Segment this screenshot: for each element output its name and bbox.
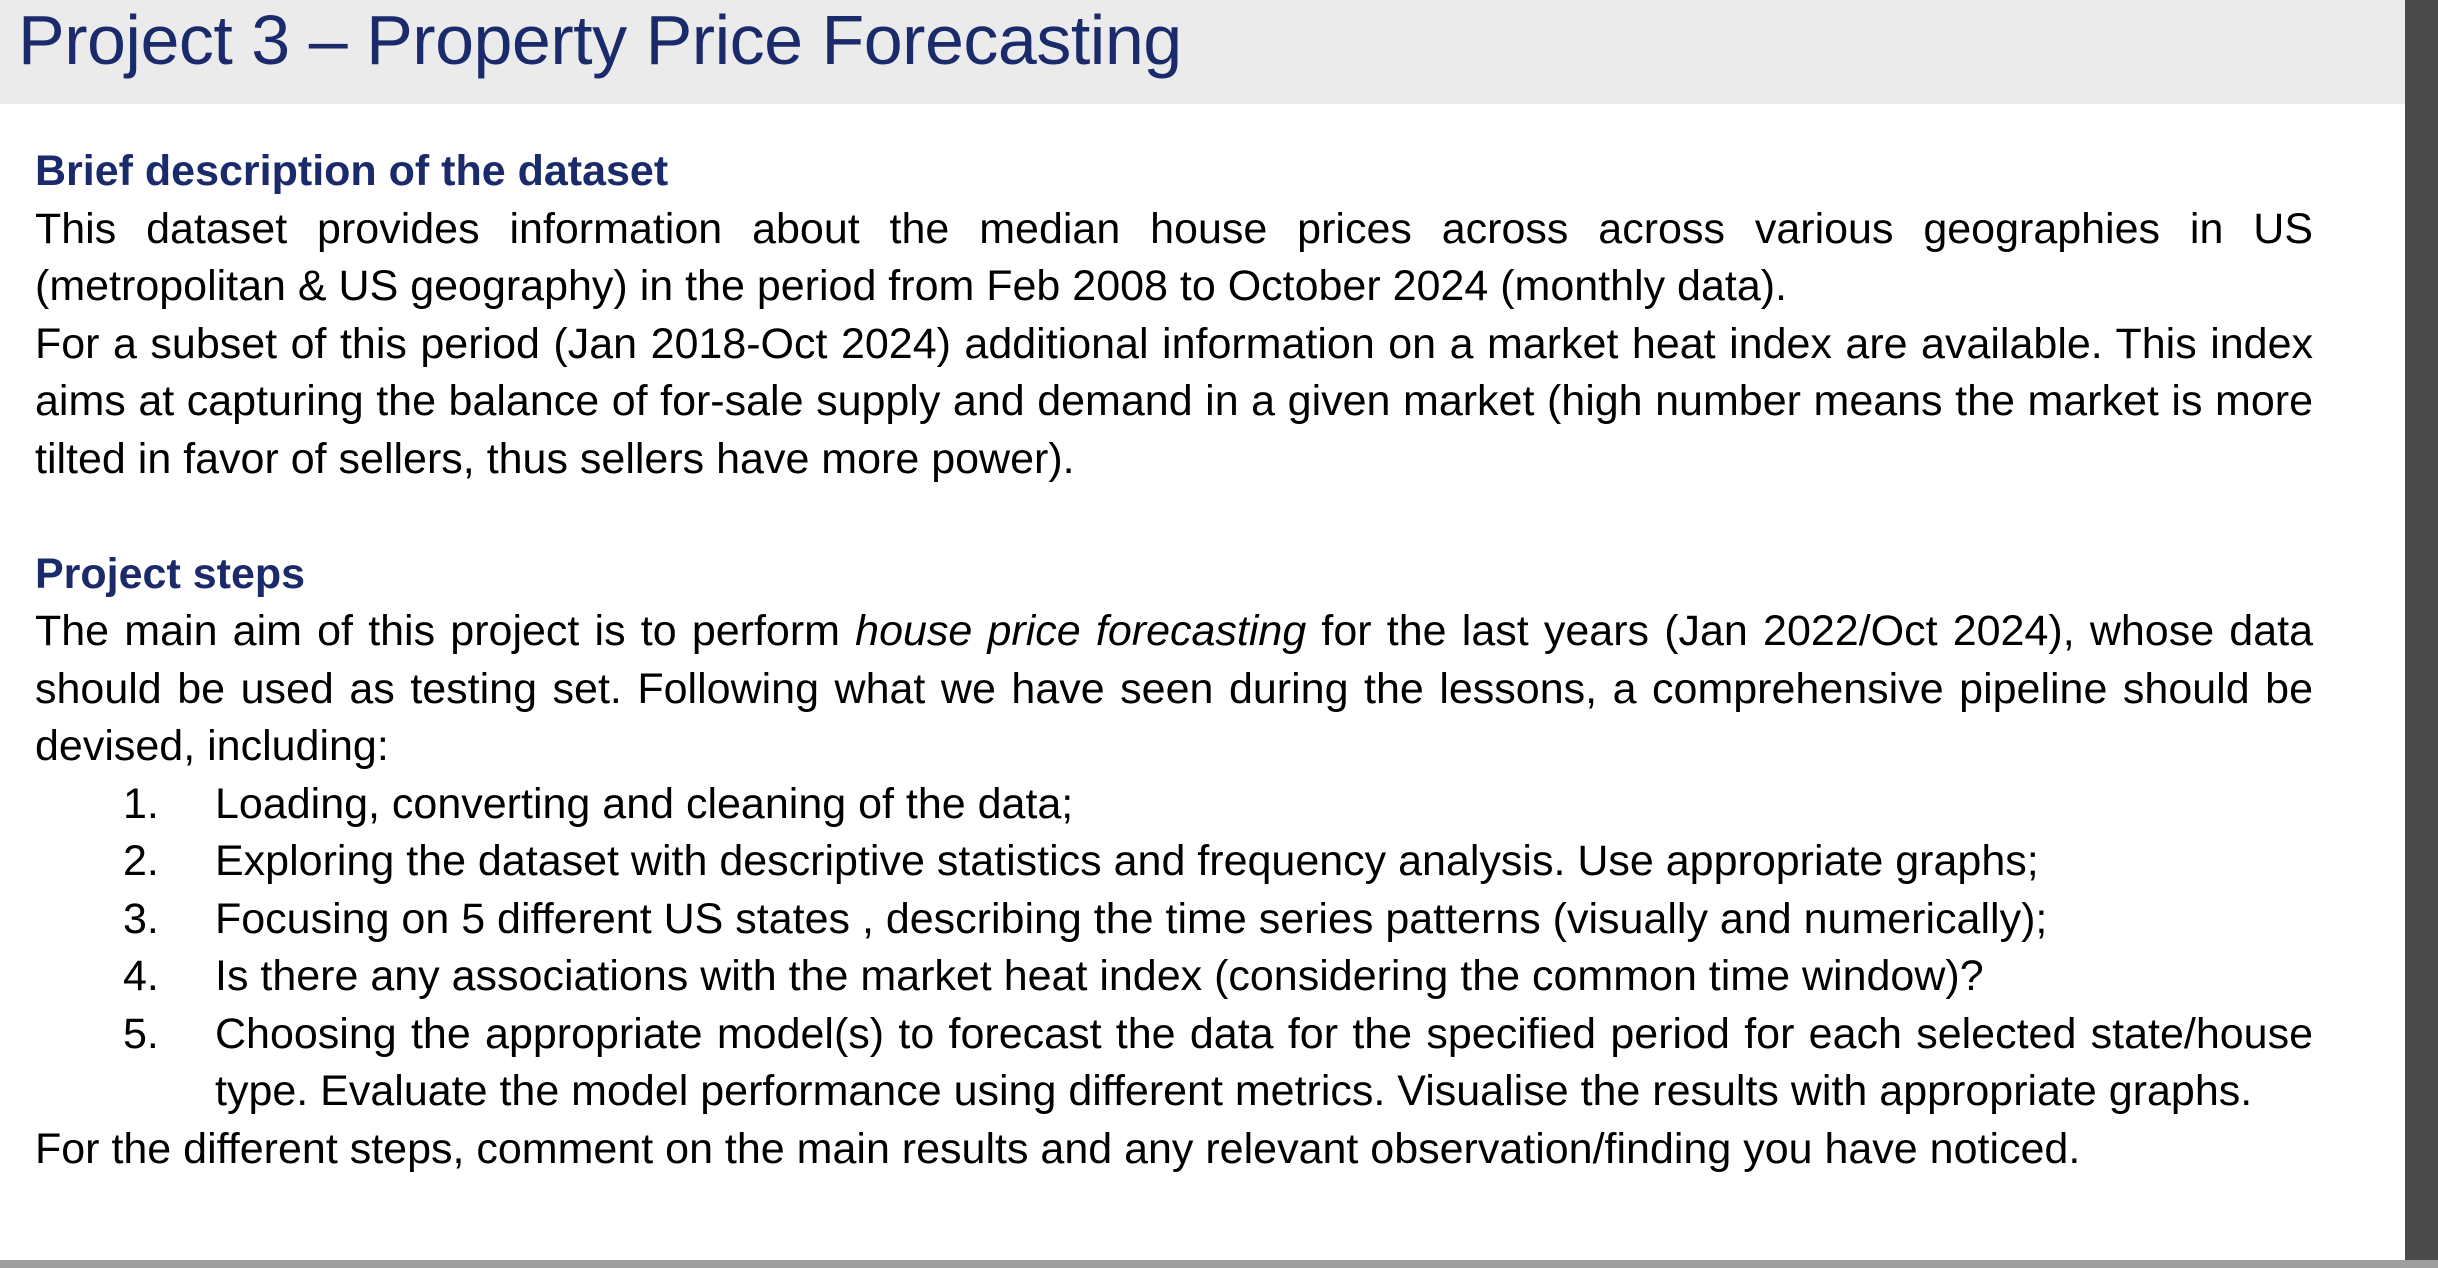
bottom-edge	[0, 1260, 2438, 1268]
steps-intro: The main aim of this project is to perfo…	[35, 603, 2313, 776]
steps-section: Project steps The main aim of this proje…	[35, 546, 2313, 1179]
steps-intro-emphasis: house price forecasting	[855, 607, 1307, 655]
steps-closing: For the different steps, comment on the …	[35, 1124, 2081, 1173]
step-text: Is there any associations with the marke…	[215, 952, 1984, 1000]
step-text: Choosing the appropriate model(s) to for…	[215, 1009, 2313, 1116]
list-item: 5. Choosing the appropriate model(s) to …	[35, 1006, 2313, 1121]
section-spacer	[35, 488, 2313, 546]
list-item: 3. Focusing on 5 different US states , d…	[35, 891, 2313, 949]
step-number: 1.	[123, 779, 159, 828]
step-number: 5.	[123, 1009, 159, 1058]
step-number: 4.	[123, 952, 159, 1000]
page-title: Project 3 – Property Price Forecasting	[18, 1, 1182, 79]
list-item: 1. Loading, converting and cleaning of t…	[35, 776, 2313, 834]
dataset-section: Brief description of the dataset This da…	[35, 143, 2313, 488]
steps-list: 1. Loading, converting and cleaning of t…	[35, 776, 2313, 1121]
dataset-paragraph-1: This dataset provides information about …	[35, 204, 2313, 311]
list-item: 2. Exploring the dataset with descriptiv…	[35, 833, 2313, 891]
step-number: 2.	[123, 837, 159, 885]
steps-intro-before: The main aim of this project is to perfo…	[35, 607, 856, 655]
title-bar: Project 3 – Property Price Forecasting	[0, 0, 2405, 104]
list-item: 4. Is there any associations with the ma…	[35, 948, 2313, 1006]
document-body: Brief description of the dataset This da…	[35, 143, 2313, 1178]
step-number: 3.	[123, 894, 159, 943]
step-text: Exploring the dataset with descriptive s…	[215, 837, 2039, 885]
dataset-heading: Brief description of the dataset	[35, 147, 669, 195]
steps-heading: Project steps	[35, 549, 306, 598]
dataset-paragraph-2: For a subset of this period (Jan 2018-Oc…	[35, 319, 2313, 483]
step-text: Focusing on 5 different US states , desc…	[215, 894, 2048, 943]
step-text: Loading, converting and cleaning of the …	[215, 779, 1074, 828]
right-scroll-edge	[2405, 0, 2438, 1268]
steps-intro-after: for the last years (Jan 2022/Oct 2024), …	[35, 607, 2314, 770]
